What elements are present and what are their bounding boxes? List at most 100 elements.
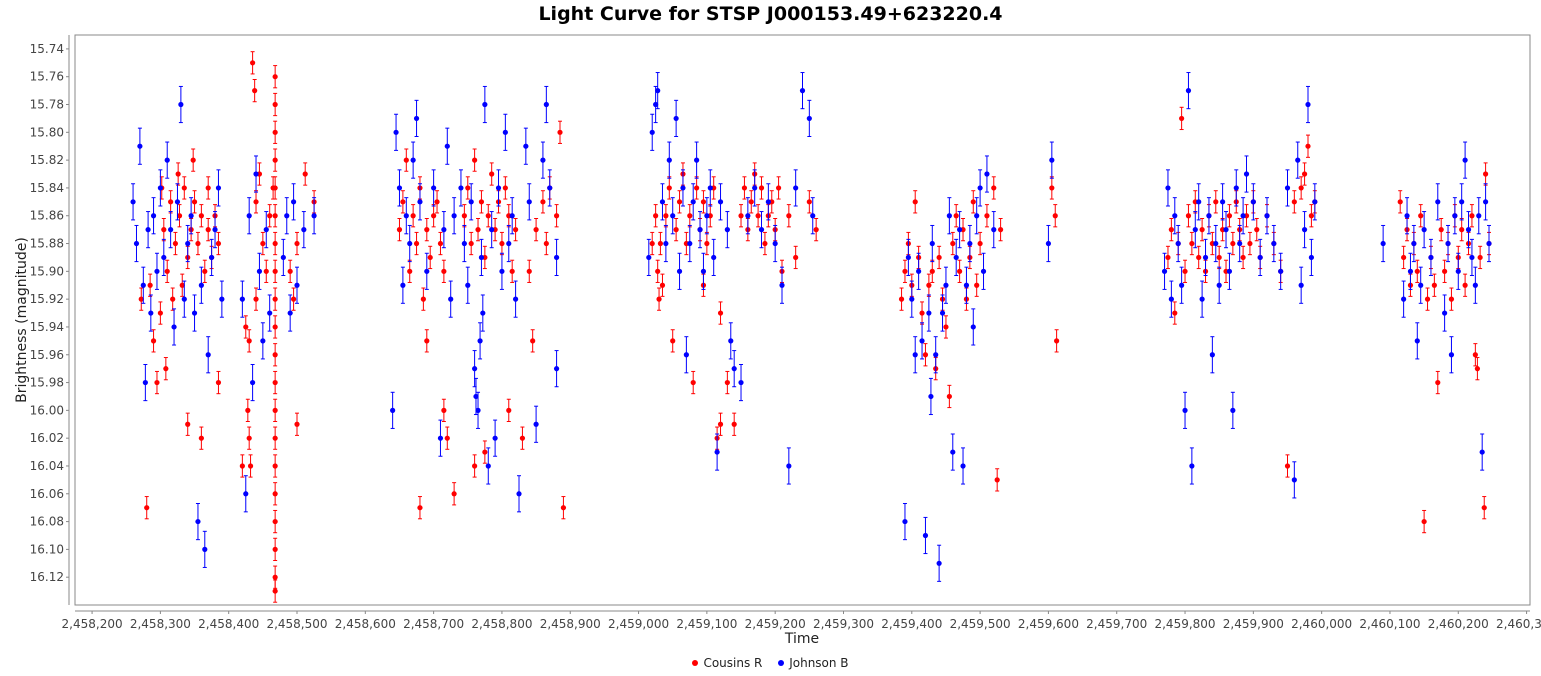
y-tick-label: 15.80 — [30, 125, 64, 139]
data-point — [560, 505, 567, 511]
data-point — [472, 463, 478, 469]
data-point — [172, 240, 179, 247]
data-point — [963, 282, 970, 288]
data-point — [272, 518, 278, 525]
legend-marker-johnson-b — [778, 659, 785, 666]
data-point — [202, 268, 208, 274]
data-point — [1476, 213, 1482, 219]
data-point — [997, 227, 1004, 233]
data-point — [468, 199, 474, 205]
data-point — [666, 185, 672, 191]
data-point — [533, 421, 539, 427]
y-tick-label: 15.84 — [30, 181, 64, 195]
data-point — [163, 366, 169, 372]
data-point — [694, 185, 700, 191]
data-point — [417, 505, 423, 511]
data-point — [461, 240, 467, 247]
data-point — [272, 268, 278, 274]
data-point — [465, 185, 471, 191]
data-point — [495, 185, 502, 191]
data-point — [666, 157, 672, 163]
data-point — [1459, 227, 1465, 233]
data-point — [133, 240, 140, 247]
x-tick-label: 2,459,600 — [1018, 617, 1079, 631]
x-tick-label: 2,459,400 — [881, 617, 942, 631]
data-point — [700, 268, 707, 274]
data-point — [943, 324, 949, 330]
data-point — [984, 171, 990, 177]
data-point — [936, 560, 942, 566]
data-point — [1216, 254, 1222, 261]
data-point — [1421, 227, 1427, 233]
data-point — [290, 296, 297, 302]
data-point — [772, 240, 778, 247]
data-point — [154, 379, 160, 386]
data-point — [147, 282, 153, 288]
y-tick-label: 15.94 — [30, 320, 64, 334]
data-point — [694, 157, 700, 163]
data-point — [912, 352, 918, 358]
data-point — [489, 171, 495, 177]
data-point — [810, 213, 816, 219]
data-point — [480, 310, 486, 316]
data-point — [755, 213, 761, 219]
data-point — [762, 240, 768, 247]
data-point — [272, 407, 278, 413]
data-point — [655, 268, 661, 274]
data-point — [909, 296, 915, 302]
data-point — [272, 379, 278, 386]
data-point — [311, 213, 317, 219]
data-point — [793, 254, 799, 261]
data-point — [912, 199, 918, 205]
series-johnson-b — [130, 72, 1492, 582]
data-point — [1182, 407, 1188, 413]
data-point — [919, 338, 925, 344]
data-point — [424, 227, 430, 233]
data-point — [690, 199, 696, 205]
y-tick-label: 15.92 — [30, 292, 64, 306]
data-point — [928, 393, 934, 400]
data-point — [950, 449, 956, 455]
data-point — [980, 268, 987, 274]
data-point — [185, 240, 191, 247]
data-point — [1230, 407, 1236, 413]
data-point — [967, 240, 973, 247]
data-point — [1243, 171, 1250, 177]
data-point — [1414, 338, 1420, 344]
data-point — [198, 282, 204, 288]
data-point — [748, 199, 754, 205]
data-point — [272, 546, 278, 552]
data-point — [1202, 254, 1209, 261]
data-point — [144, 505, 150, 511]
data-point — [1247, 240, 1253, 247]
data-point — [175, 171, 181, 177]
data-point — [417, 199, 423, 205]
data-point — [272, 574, 278, 580]
y-axis-label: Brightness (magnitude) — [14, 237, 30, 403]
data-point — [553, 254, 560, 261]
data-point — [185, 421, 191, 427]
data-point — [272, 101, 278, 108]
data-point — [724, 379, 730, 386]
data-point — [1257, 254, 1263, 261]
data-point — [413, 240, 420, 247]
data-point — [653, 213, 659, 219]
data-point — [512, 296, 519, 302]
data-point — [659, 282, 666, 288]
data-point — [1312, 199, 1318, 205]
data-point — [1482, 171, 1489, 177]
data-point — [272, 352, 278, 358]
data-point — [246, 213, 252, 219]
data-point — [657, 240, 664, 247]
data-point — [512, 227, 519, 233]
data-point — [1472, 282, 1478, 288]
data-point — [130, 199, 136, 205]
y-tick-label: 15.74 — [30, 42, 64, 56]
data-point — [294, 240, 300, 247]
data-point — [205, 352, 211, 358]
data-point — [410, 157, 416, 163]
data-point — [492, 435, 498, 441]
data-point — [431, 185, 437, 191]
data-point — [926, 310, 932, 316]
data-point — [526, 268, 532, 274]
